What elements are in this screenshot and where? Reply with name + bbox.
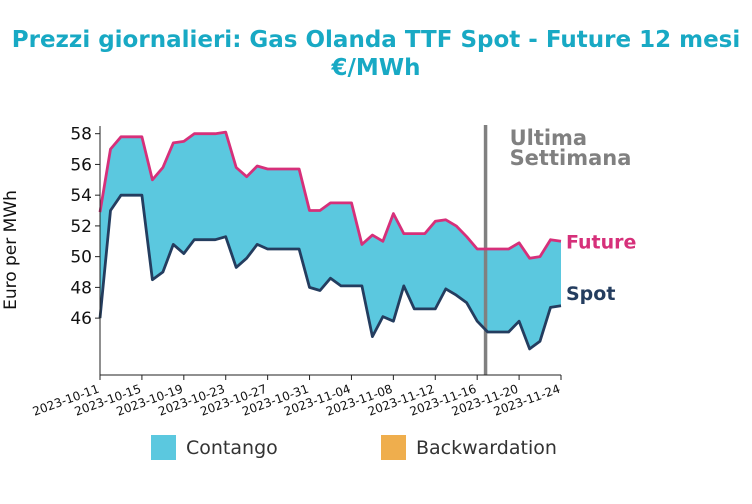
contango-area: [100, 132, 561, 349]
series-line-spot: [98, 193, 562, 351]
plot-area: Ultima Settimana Future Spot: [98, 125, 636, 375]
y-tick-label: 56: [70, 155, 92, 175]
x-axis: 2023-10-112023-10-152023-10-192023-10-23…: [31, 374, 562, 419]
y-tick-label: 46: [70, 309, 92, 329]
legend-label-contango: Contango: [186, 437, 278, 459]
legend-swatch-backwardation: [381, 435, 406, 460]
y-tick-label: 52: [70, 217, 92, 237]
y-axis: 46 48 50 52 54 56 58: [70, 125, 101, 375]
y-tick-label: 58: [70, 125, 92, 145]
series-label-future: Future: [566, 231, 636, 253]
chart-title: Prezzi giornalieri: Gas Olanda TTF Spot …: [12, 27, 741, 53]
last-week-label-line2: Settimana: [510, 146, 632, 170]
y-tick-label: 54: [70, 186, 92, 206]
y-tick-label: 50: [70, 248, 92, 268]
series-label-spot: Spot: [566, 283, 615, 305]
series-line-future: [98, 130, 562, 260]
chart-subtitle: €/MWh: [330, 55, 420, 81]
y-axis-label: Euro per MWh: [1, 190, 21, 310]
last-week-label-line1: Ultima: [510, 126, 588, 150]
y-tick-label: 48: [70, 278, 92, 298]
legend-swatch-contango: [151, 435, 176, 460]
legend-label-backwardation: Backwardation: [416, 437, 557, 459]
legend: Contango Backwardation: [151, 435, 557, 460]
last-week-annotation: Ultima Settimana: [483, 125, 632, 375]
